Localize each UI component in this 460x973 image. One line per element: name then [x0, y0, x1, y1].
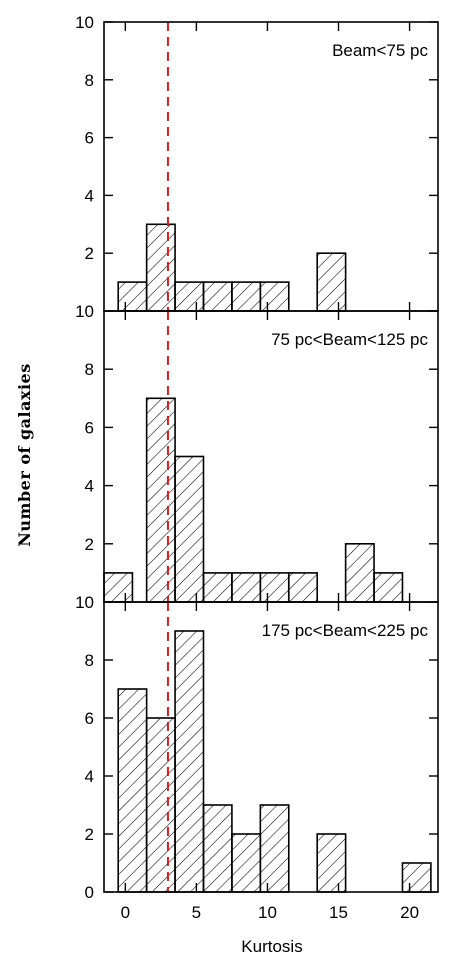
histogram-bar — [202, 281, 233, 312]
x-tick-label: 15 — [329, 903, 348, 922]
histogram-bar — [174, 281, 205, 312]
histogram-bar — [174, 630, 205, 893]
histogram-bar — [231, 281, 262, 312]
y-tick-label: 4 — [85, 767, 94, 786]
y-axis-title: Number of galaxies — [15, 363, 34, 546]
histogram-bar — [231, 572, 262, 603]
histogram-bar — [202, 572, 233, 603]
histogram-bar — [287, 572, 318, 603]
x-tick-label: 20 — [400, 903, 419, 922]
histogram-bar — [117, 281, 148, 312]
histogram-bar — [103, 572, 134, 603]
panel-label: Beam<75 pc — [332, 41, 428, 60]
x-axis-title: Kurtosis — [241, 937, 302, 956]
histogram-bar — [344, 542, 375, 603]
y-tick-label: 10 — [75, 593, 94, 612]
y-tick-label: 4 — [85, 477, 94, 496]
histogram-bar — [145, 397, 176, 603]
histogram-bar — [316, 252, 347, 312]
y-tick-label: 2 — [85, 825, 94, 844]
panel-label: 75 pc<Beam<125 pc — [271, 330, 428, 349]
y-tick-label: 6 — [85, 418, 94, 437]
y-tick-label: 6 — [85, 709, 94, 728]
x-tick-label: 5 — [192, 903, 201, 922]
histogram-bar — [231, 833, 262, 893]
y-tick-label: 8 — [85, 71, 94, 90]
histogram-bar — [174, 455, 205, 603]
histogram-bar — [117, 688, 148, 893]
histogram-bar — [259, 281, 290, 312]
y-tick-label: 6 — [85, 129, 94, 148]
y-tick-label: 0 — [85, 883, 94, 902]
x-tick-label: 10 — [258, 903, 277, 922]
y-tick-label: 2 — [85, 244, 94, 263]
y-tick-label: 10 — [75, 302, 94, 321]
y-tick-label: 10 — [75, 13, 94, 32]
histogram-bar — [259, 572, 290, 603]
x-tick-label: 0 — [121, 903, 130, 922]
histogram-bar — [373, 572, 404, 603]
panel-1: 2 4 6 8 10 Beam<75 pc — [75, 13, 439, 312]
panel-2: 2 4 6 8 10 75 pc<Beam<125 pc — [75, 302, 439, 603]
histogram-bar — [316, 833, 347, 893]
panel-frame — [103, 601, 439, 893]
histogram-bar — [401, 862, 432, 893]
y-tick-label: 2 — [85, 535, 94, 554]
histogram-bar — [202, 804, 233, 893]
histogram-bar — [145, 717, 176, 893]
y-tick-label: 8 — [85, 360, 94, 379]
histogram-bar — [145, 223, 176, 312]
panel-3: 0 2 4 6 8 10 0 5 10 15 20 175 pc<Beam<225 pc — [75, 593, 439, 922]
panel-label: 175 pc<Beam<225 pc — [262, 621, 429, 640]
histogram-bar — [259, 804, 290, 893]
y-tick-label: 4 — [85, 186, 94, 205]
y-tick-label: 8 — [85, 651, 94, 670]
